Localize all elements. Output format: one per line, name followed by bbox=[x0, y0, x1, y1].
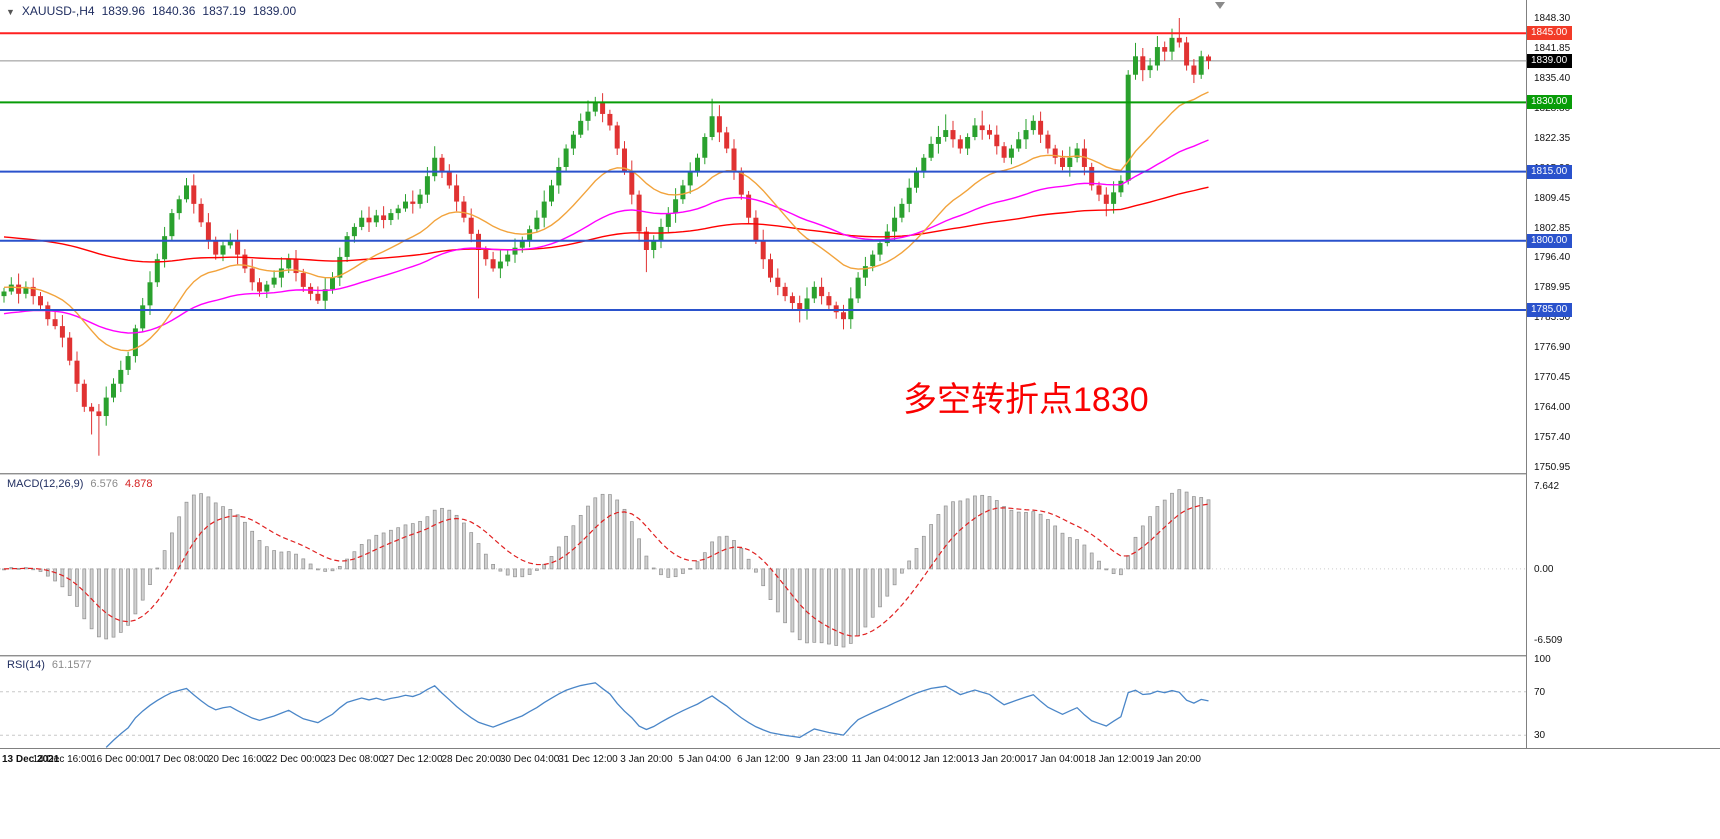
time-label: 27 Dec 12:00 bbox=[383, 754, 443, 765]
time-label: 31 Dec 12:00 bbox=[558, 754, 618, 765]
annotation-text: 多空转折点1830 bbox=[903, 381, 1149, 419]
title-open: 1839.96 bbox=[101, 4, 145, 18]
time-label: 16 Dec 00:00 bbox=[91, 754, 151, 765]
price-tick: 1822.35 bbox=[1534, 132, 1571, 144]
macd-value-main: 6.576 bbox=[90, 478, 118, 490]
time-label: 18 Jan 12:00 bbox=[1084, 754, 1143, 765]
title-low: 1837.19 bbox=[202, 4, 246, 18]
price-tick: 1783.50 bbox=[1534, 312, 1571, 324]
panel-separator-rsi[interactable] bbox=[0, 655, 1720, 657]
title-symbol: XAUUSD-,H4 bbox=[21, 4, 95, 18]
macd-axis-label: 0.00 bbox=[1534, 563, 1554, 575]
macd-value-signal: 4.878 bbox=[124, 478, 153, 490]
rsi-axis-label: 70 bbox=[1534, 686, 1546, 698]
level-badge-1815.00: 1815.00 bbox=[1527, 164, 1573, 179]
level-badge-1800.00: 1800.00 bbox=[1527, 233, 1573, 248]
price-tick: 1848.30 bbox=[1534, 13, 1571, 24]
rsi-axis-label: 30 bbox=[1534, 730, 1546, 742]
title-high: 1840.36 bbox=[152, 4, 196, 18]
price-tick: 1757.40 bbox=[1534, 432, 1571, 444]
time-label: 6 Jan 12:00 bbox=[737, 754, 790, 765]
macd-axis-label: -6.509 bbox=[1534, 634, 1563, 646]
time-label: 5 Jan 04:00 bbox=[678, 754, 731, 765]
time-label: 28 Dec 20:00 bbox=[441, 754, 501, 765]
rsi-label: RSI(14) 61.1577 bbox=[7, 659, 92, 671]
level-badge-1845.00: 1845.00 bbox=[1527, 26, 1573, 41]
time-label: 9 Jan 23:00 bbox=[795, 754, 848, 765]
price-tick: 1750.95 bbox=[1534, 462, 1571, 473]
time-label: 14 Dec 16:00 bbox=[32, 754, 93, 765]
rsi-axis-label: 100 bbox=[1534, 654, 1551, 665]
price-tick: 1764.00 bbox=[1534, 402, 1571, 414]
time-label: 22 Dec 00:00 bbox=[266, 754, 326, 765]
price-tick: 1796.40 bbox=[1534, 252, 1571, 264]
price-tick: 1789.95 bbox=[1534, 282, 1571, 294]
time-label: 12 Jan 12:00 bbox=[909, 754, 968, 765]
title-close: 1839.00 bbox=[252, 4, 297, 18]
time-label: 23 Dec 08:00 bbox=[324, 754, 385, 765]
macd-axis-label: 7.642 bbox=[1534, 480, 1560, 492]
level-badge-1785.00: 1785.00 bbox=[1527, 302, 1573, 317]
current-price-badge: 1839.00 bbox=[1527, 53, 1573, 68]
time-label: 13 Jan 20:00 bbox=[967, 754, 1026, 765]
price-tick: 1770.45 bbox=[1534, 372, 1571, 384]
rsi-panel[interactable] bbox=[0, 657, 1526, 748]
shift-marker-icon bbox=[1215, 2, 1225, 9]
price-axis[interactable]: 1848.301841.851835.401828.801822.351815.… bbox=[1526, 0, 1720, 748]
time-label: 20 Dec 16:00 bbox=[207, 754, 268, 765]
level-badge-1830.00: 1830.00 bbox=[1527, 95, 1573, 110]
time-label: 30 Dec 04:00 bbox=[499, 754, 560, 765]
time-label: 17 Dec 08:00 bbox=[149, 754, 209, 765]
price-tick: 1835.40 bbox=[1534, 72, 1571, 84]
macd-panel[interactable] bbox=[0, 475, 1526, 655]
macd-label: MACD(12,26,9) 6.576 4.878 bbox=[7, 478, 152, 490]
rsi-name: RSI(14) bbox=[7, 659, 45, 671]
price-tick: 1841.85 bbox=[1534, 42, 1571, 54]
time-label: 11 Jan 04:00 bbox=[851, 754, 909, 765]
time-axis[interactable]: 13 Dec 2021 14 Dec 16:00 16 Dec 00:00 17 De… bbox=[0, 748, 1720, 778]
price-tick: 1809.45 bbox=[1534, 192, 1571, 204]
main-chart[interactable] bbox=[0, 0, 1526, 473]
chart-title: ▼ XAUUSD-,H4 1839.96 1840.36 1837.19 1839.00 bbox=[6, 4, 303, 18]
price-tick: 1802.85 bbox=[1534, 222, 1571, 234]
time-label: 19 Jan 20:00 bbox=[1143, 754, 1201, 765]
time-label: 3 Jan 20:00 bbox=[620, 754, 673, 765]
time-label: 17 Jan 04:00 bbox=[1026, 754, 1085, 765]
rsi-value: 61.1577 bbox=[51, 659, 92, 671]
time-label: 13 Dec 2021 bbox=[2, 754, 60, 765]
macd-name: MACD(12,26,9) bbox=[7, 478, 84, 490]
price-tick: 1776.90 bbox=[1534, 342, 1571, 354]
symbol-marker-icon: ▼ bbox=[6, 7, 15, 17]
panel-separator-macd[interactable] bbox=[0, 473, 1720, 475]
